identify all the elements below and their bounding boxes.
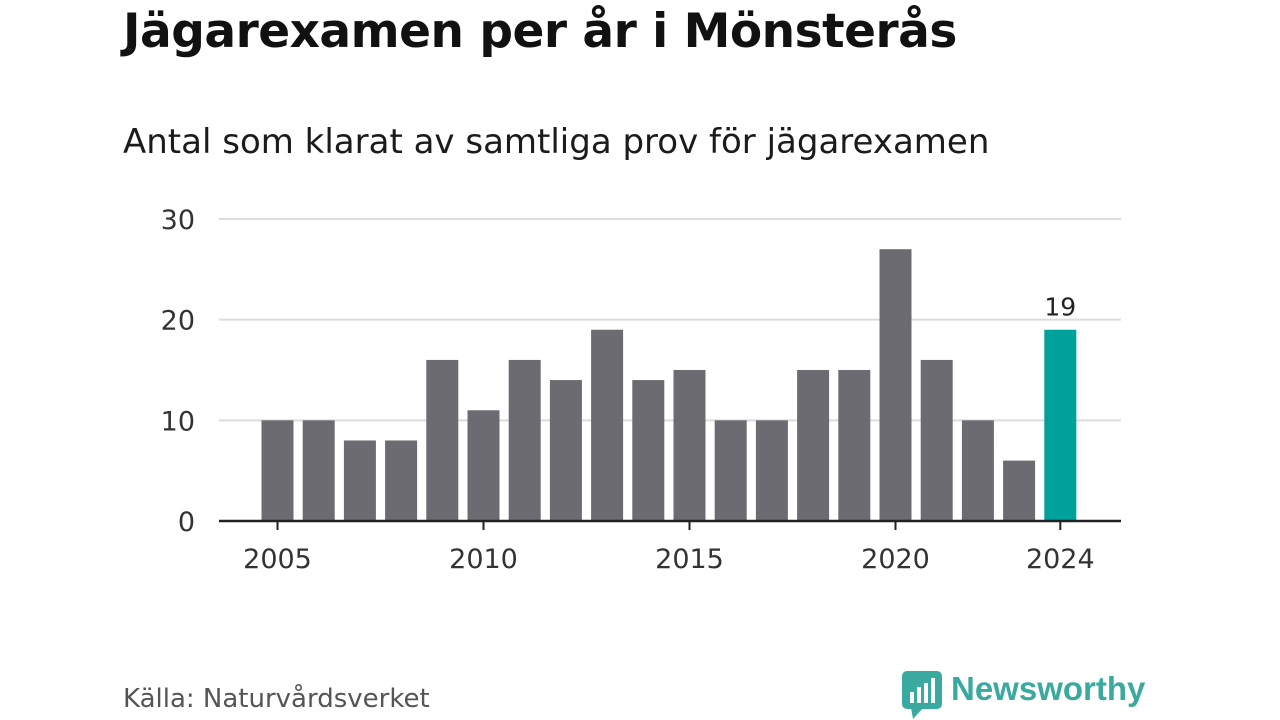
brand-name: Newsworthy <box>951 670 1146 707</box>
bar <box>797 370 830 521</box>
newsworthy-logo-icon <box>902 671 942 719</box>
y-tick-label: 20 <box>161 306 195 337</box>
bar <box>838 370 871 521</box>
bar <box>1003 460 1036 521</box>
x-tick-label: 2005 <box>243 544 312 575</box>
gridlines <box>219 218 1121 422</box>
bar <box>385 440 418 521</box>
bar <box>920 359 953 521</box>
x-tick-label: 2010 <box>449 544 518 575</box>
bar <box>714 420 747 521</box>
bar <box>879 249 912 521</box>
source-note: Källa: Naturvårdsverket <box>123 684 430 714</box>
bar-chart: 0 10 20 30 19 2005 2010 2015 2020 2024 <box>161 205 1121 575</box>
bar <box>302 420 335 521</box>
bar <box>755 420 788 521</box>
chart-subtitle: Antal som klarat av samtliga prov för jä… <box>123 122 990 162</box>
axes <box>219 519 1121 530</box>
y-tick-label: 10 <box>161 406 195 437</box>
chart-title: Jägarexamen per år i Mönsterås <box>123 4 957 59</box>
bar <box>632 380 665 521</box>
bar <box>1044 329 1077 521</box>
bar <box>261 420 294 521</box>
bar <box>591 329 624 521</box>
x-tick-label: 2024 <box>1026 544 1095 575</box>
bar <box>673 370 706 521</box>
bars <box>261 249 1077 521</box>
bar <box>508 359 541 521</box>
bar <box>467 410 500 521</box>
bar <box>549 380 582 521</box>
labels: 0 10 20 30 19 2005 2010 2015 2020 2024 <box>161 205 1095 575</box>
x-tick-label: 2015 <box>655 544 724 575</box>
bar <box>961 420 994 521</box>
bar <box>343 440 376 521</box>
y-tick-label: 30 <box>161 205 195 236</box>
x-tick-label: 2020 <box>861 544 930 575</box>
bar <box>426 359 459 521</box>
y-tick-label: 0 <box>178 507 195 538</box>
data-label: 19 <box>1044 293 1076 322</box>
brand-logo[interactable]: Newsworthy <box>901 668 1145 720</box>
